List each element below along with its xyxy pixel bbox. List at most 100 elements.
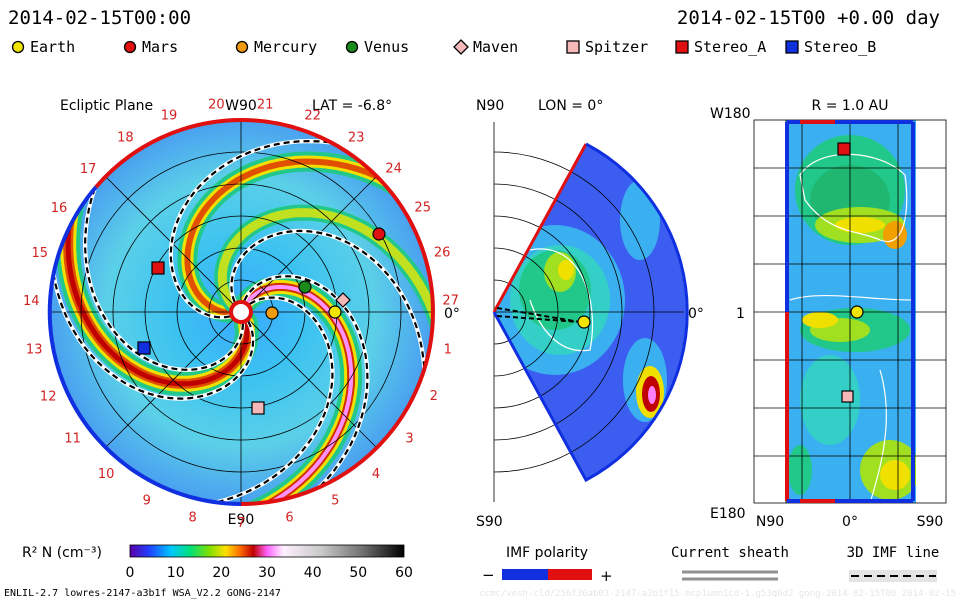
radial-grid <box>753 119 947 504</box>
imf-polarity-legend: IMF polarity − + <box>482 545 613 585</box>
sector-number-6: 6 <box>285 510 293 525</box>
sector-number-8: 8 <box>189 510 197 525</box>
ecliptic-density-field <box>49 120 433 504</box>
legend-item-stereo-a: Stereo_A <box>675 38 766 56</box>
radial-mid-label: 1 <box>736 306 745 322</box>
meridional-lon-label: LON = 0° <box>538 98 603 114</box>
legend-label-venus: Venus <box>364 38 409 56</box>
legend-label-stereo-a: Stereo_A <box>694 38 766 56</box>
stereo-b-legend-marker <box>785 40 799 54</box>
density-band-2-2 <box>184 158 401 316</box>
ecliptic-top-label: W90 <box>225 98 257 114</box>
sector-number-20: 20 <box>208 97 225 112</box>
ecliptic-title: Ecliptic Plane <box>60 98 153 114</box>
imf-polarity-label: IMF polarity <box>506 545 588 561</box>
ecliptic-lat-label: LAT = -6.8° <box>312 98 392 114</box>
sector-number-9: 9 <box>143 494 151 509</box>
imf-minus-sign: − <box>482 566 495 584</box>
sector-number-16: 16 <box>51 201 68 216</box>
legend-label-stereo-b: Stereo_B <box>804 38 876 56</box>
venus-legend-marker <box>345 40 359 54</box>
legend-item-mars: Mars <box>123 38 178 56</box>
radial-x-label-left: N90 <box>756 514 784 530</box>
sector-number-4: 4 <box>372 467 380 482</box>
legend-item-maven: Maven <box>453 38 518 56</box>
sector-number-12: 12 <box>40 389 57 404</box>
imf-positive-swatch <box>548 569 592 580</box>
density-band-0-3 <box>245 284 354 504</box>
spitzer-marker-ecliptic <box>251 401 265 415</box>
sector-number-23: 23 <box>348 130 365 145</box>
density-colorbar: R² N (cm⁻³) 0 10 20 30 40 50 60 <box>22 544 413 581</box>
earth-marker-ecliptic <box>328 305 342 319</box>
sector-number-7: 7 <box>237 516 245 531</box>
radial-panel: R = 1.0 AU W180 1 E180 N90 0° S90 <box>710 98 947 530</box>
radial-density-field <box>786 120 916 503</box>
ecliptic-objects <box>137 227 386 415</box>
legend-item-spitzer: Spitzer <box>566 38 648 56</box>
stereo-b-marker-ecliptic <box>137 341 151 355</box>
sector-number-11: 11 <box>64 432 81 447</box>
density-band-3-1 <box>217 208 433 339</box>
colorbar-tick-50: 50 <box>349 565 367 581</box>
sector-number-3: 3 <box>405 431 413 446</box>
legend-item-stereo-b: Stereo_B <box>785 38 876 56</box>
imf-line-0 <box>243 275 369 504</box>
meridional-right-label: 0° <box>688 306 704 322</box>
meridional-bottom-label: S90 <box>476 514 503 530</box>
ecliptic-right-label: 0° <box>444 306 460 322</box>
radial-bottom-label: E180 <box>710 506 746 522</box>
meridional-panel: N90 LON = 0° S90 0° <box>476 98 704 530</box>
sector-number-2: 2 <box>430 389 438 404</box>
ecliptic-bottom-label: E90 <box>228 512 255 528</box>
earth-legend-marker <box>11 40 25 54</box>
colorbar-tick-20: 20 <box>212 565 230 581</box>
imf-line-label: 3D IMF line <box>847 545 940 561</box>
footer-run-info: ENLIL-2.7 lowres-2147-a3b1f WSA_V2.2 GON… <box>4 588 281 599</box>
imf-line-3 <box>84 165 244 371</box>
colorbar-tick-10: 10 <box>167 565 185 581</box>
legend-item-mercury: Mercury <box>235 38 317 56</box>
meridional-top-label: N90 <box>476 98 504 114</box>
sector-number-13: 13 <box>26 343 43 358</box>
sector-number-15: 15 <box>32 246 49 261</box>
sector-number-25: 25 <box>414 201 431 216</box>
imf-negative-swatch <box>502 569 548 580</box>
venus-marker-ecliptic <box>298 280 312 294</box>
current-sheath-label: Current sheath <box>671 545 789 561</box>
imf-line-legend: 3D IMF line <box>847 545 940 582</box>
sector-number-5: 5 <box>331 494 339 509</box>
radial-top-label: W180 <box>710 106 751 122</box>
current-sheath-legend: Current sheath <box>671 545 789 581</box>
density-band-1-3 <box>65 202 250 387</box>
imf-line-2 <box>49 249 255 400</box>
legend-label-spitzer: Spitzer <box>585 38 648 56</box>
timestamp-left: 2014-02-15T00:00 <box>8 7 191 29</box>
sector-number-1: 1 <box>444 343 452 358</box>
stereo-a-marker-ecliptic <box>151 261 165 275</box>
sector-number-14: 14 <box>23 294 40 309</box>
imf-line-5 <box>230 229 426 392</box>
sector-number-24: 24 <box>385 162 402 177</box>
spitzer-legend-marker <box>566 40 580 54</box>
imf-line-4 <box>169 139 354 319</box>
radial-r-label: R = 1.0 AU <box>812 98 889 114</box>
earth-marker-meridional <box>577 315 591 329</box>
sector-number-21: 21 <box>257 97 274 112</box>
mars-legend-marker <box>123 40 137 54</box>
colorbar-tick-30: 30 <box>258 565 276 581</box>
earth-marker-radial <box>850 305 864 319</box>
maven-legend-marker <box>453 39 469 55</box>
colorbar-label: R² N (cm⁻³) <box>22 545 102 561</box>
footer-watermark: ccmc/vesh-cld/256f36ab03-2147-a3b1f15-mc… <box>479 589 956 599</box>
mercury-legend-marker <box>235 40 249 54</box>
spitzer-marker-radial <box>841 390 854 403</box>
colorbar-tick-40: 40 <box>304 565 322 581</box>
mars-marker-ecliptic <box>372 227 386 241</box>
ecliptic-panel: Ecliptic Plane LAT = -6.8° W90 E90 0° <box>23 97 460 531</box>
legend-label-mars: Mars <box>142 38 178 56</box>
timestamp-right: 2014-02-15T00 +0.00 day <box>677 7 940 29</box>
sector-number-22: 22 <box>304 109 321 124</box>
